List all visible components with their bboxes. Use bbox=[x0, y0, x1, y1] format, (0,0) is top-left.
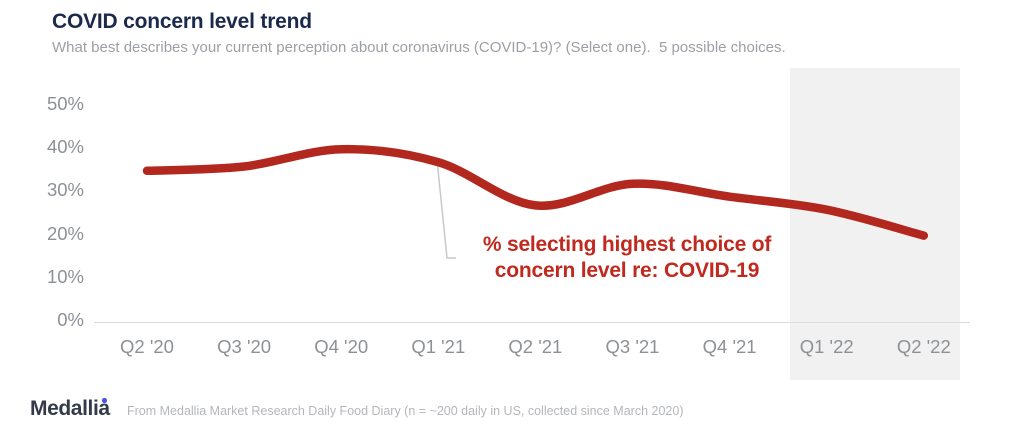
annotation-line-1: % selecting highest choice of bbox=[482, 233, 772, 256]
x-axis-tick-label: Q2 '22 bbox=[896, 336, 951, 357]
x-axis-tick-label: Q4 '20 bbox=[314, 336, 369, 357]
y-axis-tick-label: 0% bbox=[57, 309, 84, 330]
forecast-highlight-region bbox=[790, 68, 960, 380]
logo-blue-dot-icon bbox=[102, 398, 107, 403]
y-axis-tick-label: 20% bbox=[46, 222, 84, 244]
annotation-label: % selecting highest choice of concern le… bbox=[452, 232, 802, 284]
annotation-line-2: concern level re: COVID-19 bbox=[494, 259, 760, 282]
footer: Medallia From Medallia Market Research D… bbox=[0, 394, 1024, 438]
x-axis-tick-label: Q4 '21 bbox=[702, 336, 757, 357]
y-axis-tick-label: 10% bbox=[46, 265, 84, 287]
y-axis-tick-label: 50% bbox=[46, 93, 84, 114]
x-axis-tick-label: Q2 '21 bbox=[508, 336, 563, 357]
medallia-logo: Medallia bbox=[30, 397, 110, 420]
x-axis-tick-label: Q2 '20 bbox=[120, 336, 174, 357]
x-axis-tick-label: Q1 '21 bbox=[411, 336, 466, 357]
y-axis-tick-label: 30% bbox=[46, 179, 84, 201]
x-axis-tick-label: Q3 '20 bbox=[217, 336, 272, 357]
line-chart: % selecting highest choice of concern le… bbox=[0, 60, 1024, 390]
x-axis-tick-label: Q1 '22 bbox=[799, 336, 854, 357]
page-subtitle: What best describes your current percept… bbox=[52, 39, 786, 56]
source-note: From Medallia Market Research Daily Food… bbox=[127, 404, 684, 418]
y-axis-tick-label: 40% bbox=[46, 136, 84, 158]
page-title: COVID concern level trend bbox=[52, 10, 312, 33]
x-axis-baseline bbox=[94, 322, 970, 323]
x-axis-tick-label: Q3 '21 bbox=[605, 336, 660, 357]
